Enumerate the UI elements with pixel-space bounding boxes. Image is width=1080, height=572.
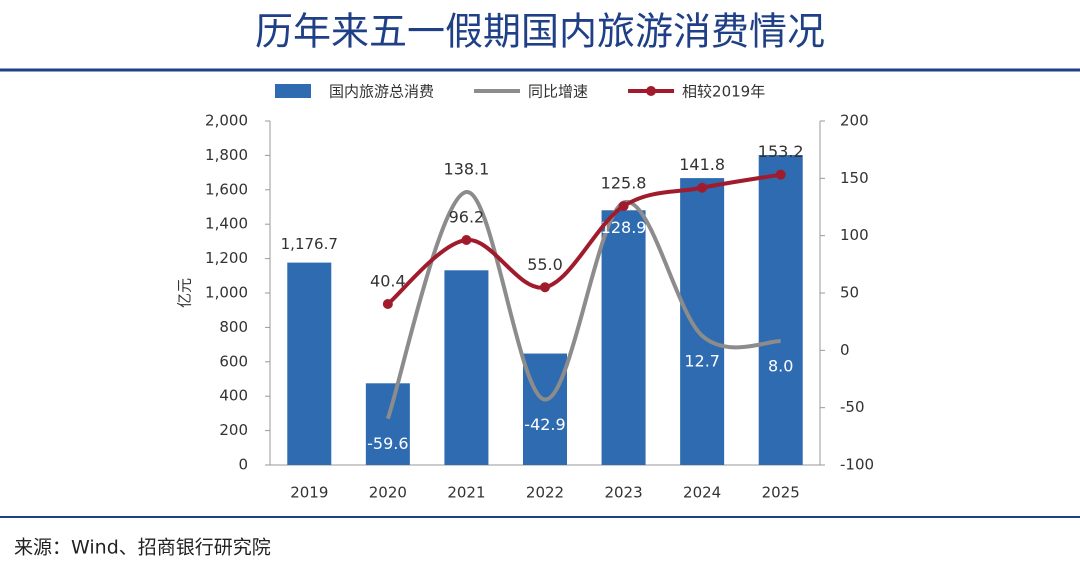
data-label: 12.7 [684,351,720,370]
y-tick-label: 1,600 [205,180,248,198]
legend-label: 相较2019年 [682,83,765,101]
bar [444,270,489,465]
chart-title: 历年来五一假期国内旅游消费情况 [255,10,825,54]
y-tick-label: 0 [238,456,248,474]
point [618,201,629,212]
data-label: 141.8 [679,155,725,174]
x-tick-label: 2021 [447,484,485,502]
y-tick-label: 1,000 [205,284,248,302]
y2-tick-label: 0 [840,341,850,359]
data-label: 96.2 [449,208,485,227]
point [697,182,708,193]
data-label: 125.8 [601,174,647,193]
bar [287,262,332,465]
data-label: 8.0 [768,357,793,376]
point [540,282,550,293]
legend-swatch [646,86,657,96]
x-tick-label: 2022 [526,484,564,502]
bar [365,383,410,465]
y2-tick-label: 200 [840,112,869,130]
y-tick-label: 800 [219,318,248,336]
data-label: 1,176.7 [281,235,338,253]
data-label: 40.4 [370,272,406,291]
y-axis-label: 亿元 [176,278,194,308]
y2-tick-label: -50 [840,398,865,416]
bar [758,155,803,465]
data-label: 128.9 [601,218,647,237]
data-label: 55.0 [527,255,563,274]
y2-tick-label: 150 [840,169,869,187]
y-tick-label: 2,000 [205,112,248,130]
line [385,189,781,420]
y2-tick-label: 100 [840,226,869,244]
data-label: -59.6 [367,434,408,453]
bar [601,210,646,465]
legend-swatch [275,84,311,98]
source: 来源：Wind、招商银行研究院 [14,537,271,559]
y-tick-label: 1,400 [205,215,248,233]
point [461,235,472,246]
x-tick-label: 2024 [683,484,721,502]
data-label: -42.9 [524,415,565,434]
y-tick-label: 600 [219,352,248,370]
y-tick-label: 1,800 [205,146,248,164]
x-tick-label: 2019 [290,484,328,502]
bar [523,353,567,465]
x-tick-label: 2025 [762,484,800,502]
x-tick-label: 2020 [369,484,407,502]
y-tick-label: 1,200 [205,249,248,267]
y2-tick-label: -100 [840,456,874,474]
bar [680,178,725,465]
y-tick-label: 200 [219,421,248,439]
y2-tick-label: 50 [840,284,859,302]
data-label: 153.2 [758,142,804,161]
legend-label: 国内旅游总消费 [329,83,434,101]
point [382,299,393,310]
x-tick-label: 2023 [604,484,642,502]
data-label: 138.1 [444,159,490,178]
legend-label: 同比增速 [528,83,588,101]
y-tick-label: 400 [219,387,248,405]
point [775,169,786,180]
